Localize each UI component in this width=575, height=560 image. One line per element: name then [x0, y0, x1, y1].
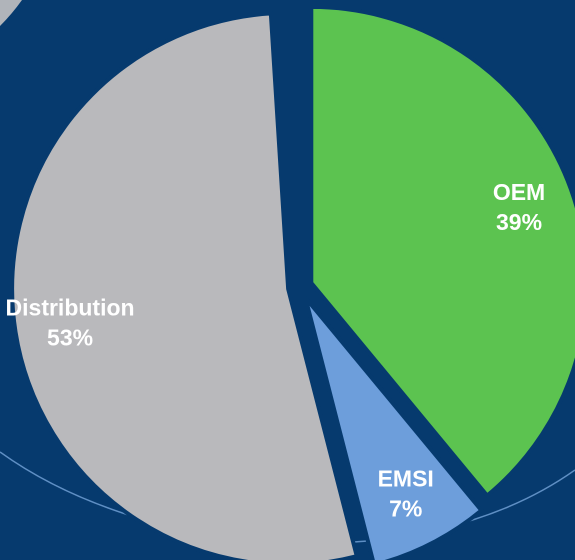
decor-corner — [0, 0, 22, 26]
slice-label: OEM — [493, 179, 545, 205]
pie-slice — [309, 4, 575, 499]
slice-value-label: 53% — [47, 324, 93, 350]
pie-slice — [303, 296, 485, 560]
pie: OEM 39% EMSI 7% Distribution 53% — [6, 4, 575, 560]
slice-label: EMSI — [378, 466, 434, 492]
pie-slice — [10, 11, 360, 560]
slice-value-label: 7% — [389, 496, 422, 522]
slice-value-label: 39% — [496, 209, 542, 235]
slice-label: Distribution — [6, 294, 135, 320]
